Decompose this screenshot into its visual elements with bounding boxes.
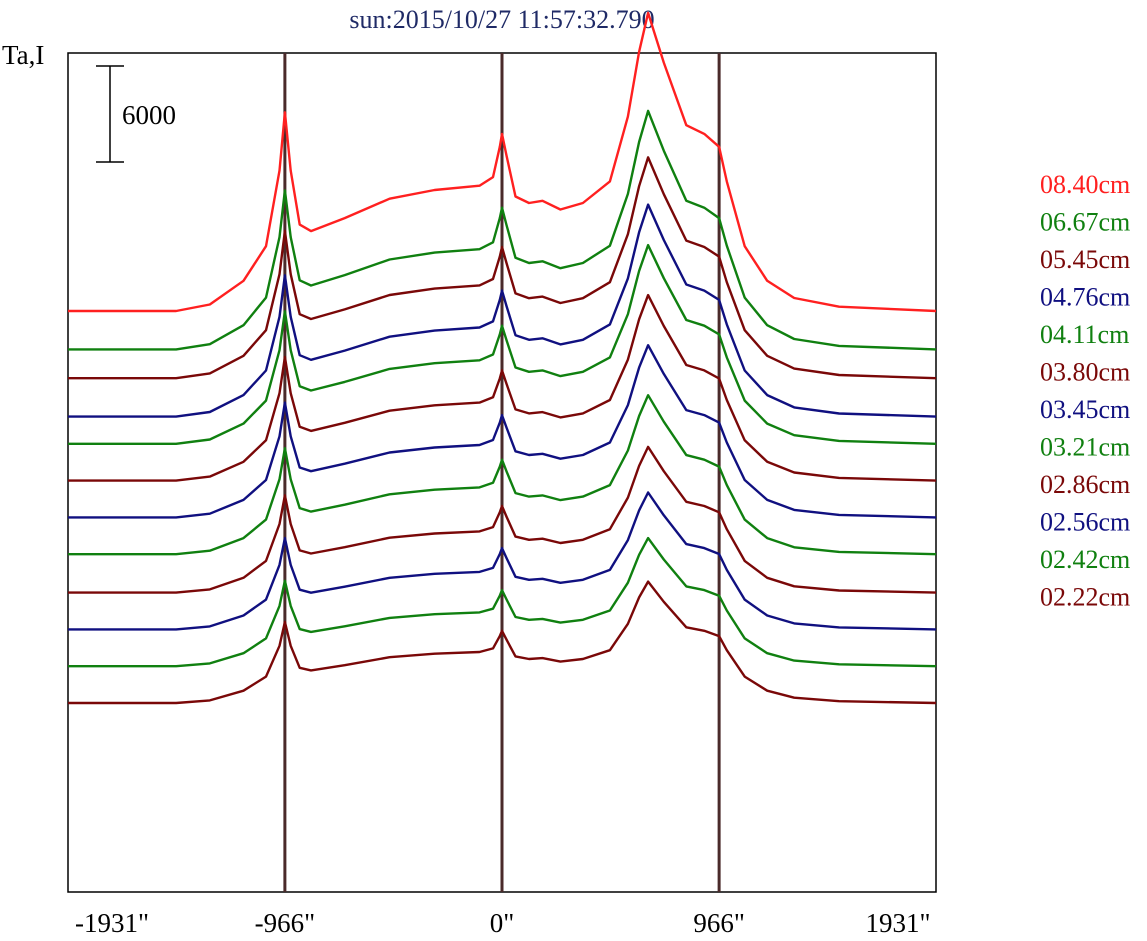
legend-entry-02.86cm: 02.86cm xyxy=(1040,470,1130,499)
legend-entry-05.45cm: 05.45cm xyxy=(1040,245,1130,274)
reference-lines xyxy=(283,53,721,892)
legend-entry-03.21cm: 03.21cm xyxy=(1040,433,1130,462)
legend-entry-04.76cm: 04.76cm xyxy=(1040,283,1130,312)
scale-bar-label: 6000 xyxy=(122,100,176,130)
legend-entry-02.42cm: 02.42cm xyxy=(1040,545,1130,574)
series-line-03.21cm xyxy=(68,394,937,556)
legend: 08.40cm 06.67cm 05.45cm 04.76cm 04.11cm 03.80… xyxy=(1040,170,1130,612)
series-line-06.67cm xyxy=(68,109,937,351)
series-line-04.76cm xyxy=(68,203,937,418)
y-axis-label: Ta,I xyxy=(2,40,44,70)
series-line-05.45cm xyxy=(68,156,937,380)
series-line-04.11cm xyxy=(68,243,937,445)
series-line-02.86cm xyxy=(68,445,937,594)
x-tick-label-0: -1931" xyxy=(75,908,149,938)
legend-entry-03.80cm: 03.80cm xyxy=(1040,358,1130,387)
x-axis-ticks: -1931" -966" 0" 966" 1931" xyxy=(75,908,931,938)
series-line-03.80cm xyxy=(68,293,937,482)
x-tick-label-2: 0" xyxy=(490,908,515,938)
series-line-02.22cm xyxy=(68,580,937,705)
legend-entry-02.22cm: 02.22cm xyxy=(1040,583,1130,612)
series-line-08.40cm xyxy=(68,11,937,313)
legend-entry-08.40cm: 08.40cm xyxy=(1040,170,1130,199)
series-group xyxy=(68,11,937,705)
legend-entry-06.67cm: 06.67cm xyxy=(1040,208,1130,237)
legend-entry-04.11cm: 04.11cm xyxy=(1040,320,1129,349)
x-tick-label-3: 966" xyxy=(693,908,745,938)
series-line-02.42cm xyxy=(68,536,937,668)
legend-entry-02.56cm: 02.56cm xyxy=(1040,508,1130,537)
x-tick-label-1: -966" xyxy=(255,908,316,938)
x-tick-label-4: 1931" xyxy=(865,908,930,938)
legend-entry-03.45cm: 03.45cm xyxy=(1040,395,1130,424)
chart-title: sun:2015/10/27 11:57:32.790 xyxy=(349,5,654,34)
scale-bar: 6000 xyxy=(96,65,176,163)
series-line-03.45cm xyxy=(68,344,937,519)
series-line-02.56cm xyxy=(68,491,937,631)
